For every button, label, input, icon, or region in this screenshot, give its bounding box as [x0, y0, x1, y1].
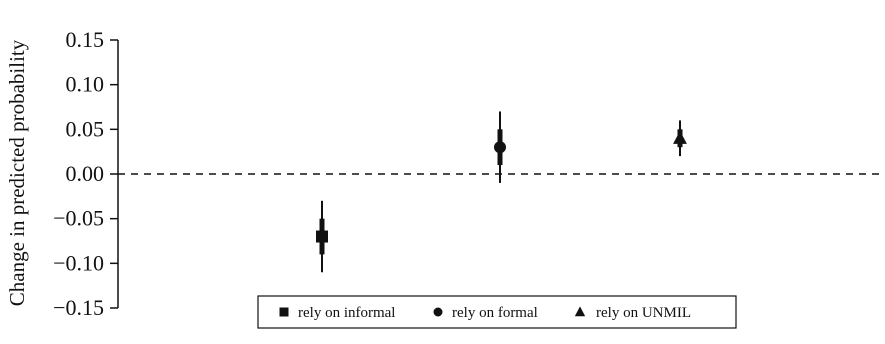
- y-tick-label: 0.15: [66, 27, 105, 52]
- y-axis-label: Change in predicted probability: [5, 39, 29, 306]
- y-tick-label: 0.05: [66, 116, 105, 141]
- y-tick-label: −0.05: [53, 206, 104, 231]
- point-estimate-square: [316, 230, 328, 243]
- legend-marker-square: [279, 307, 289, 317]
- y-tick-label: 0.10: [66, 72, 105, 97]
- legend-marker-triangle: [574, 306, 586, 317]
- legend-entry-label: rely on UNMIL: [596, 305, 691, 321]
- point-estimate-triangle: [673, 130, 687, 144]
- chart-marks: [316, 111, 687, 273]
- legend: rely on informal rely on formal rely on UN…: [257, 295, 737, 329]
- legend-entry-label: rely on informal: [298, 305, 395, 321]
- y-ticks: 0.15 0.10 0.05 0.00 −0.05 −0.10 −0.15: [53, 27, 118, 320]
- legend-marker-circle: [433, 307, 443, 317]
- y-tick-label: 0.00: [66, 161, 105, 186]
- y-tick-label: −0.10: [53, 250, 104, 275]
- point-estimate-circle: [494, 141, 506, 154]
- legend-entry-label: rely on formal: [452, 305, 538, 321]
- y-tick-label: −0.15: [53, 295, 104, 320]
- legend-box: [257, 295, 737, 329]
